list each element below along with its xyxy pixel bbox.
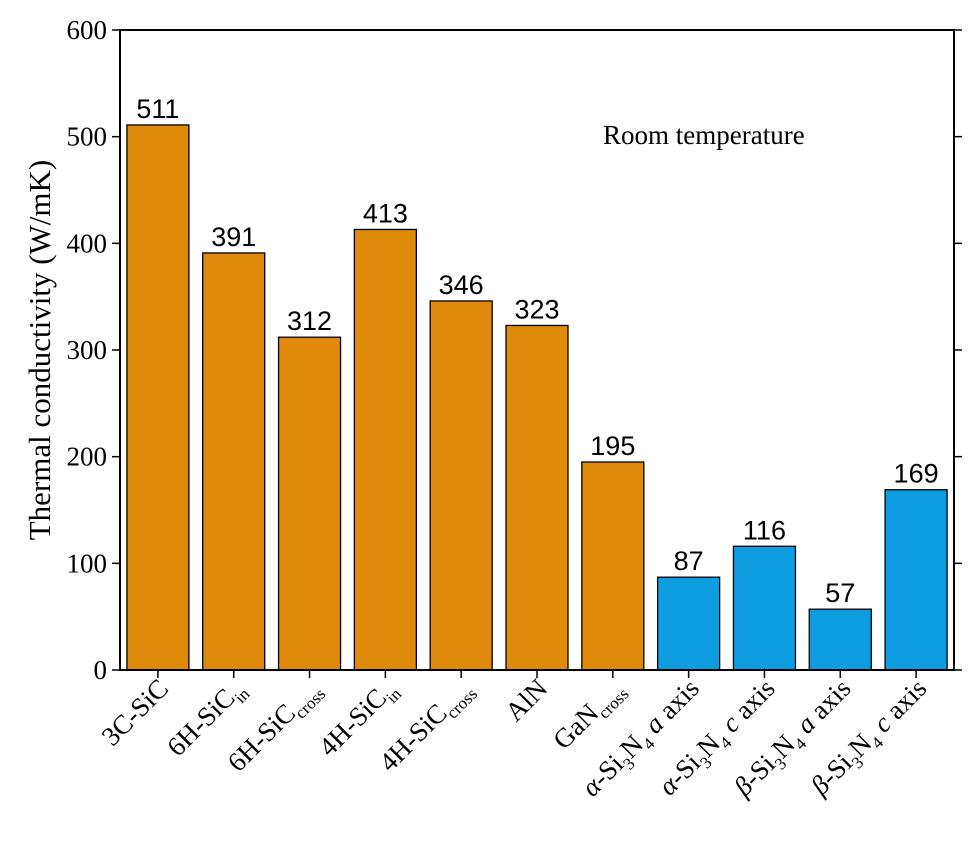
- y-tick-label-4: 400: [67, 228, 108, 258]
- y-tick-label-1: 100: [67, 548, 108, 578]
- x-axis-ticks: [157, 670, 917, 678]
- x-axis-labels: 3C-SiC6H-SiCin6H-SiCcross4H-SiCin4H-SiCc…: [96, 673, 933, 802]
- room-temperature-annotation: Room temperature: [603, 120, 805, 150]
- y-axis-ticks: 0 100 200 300 400 500 600: [67, 15, 962, 685]
- bar-10: [884, 489, 948, 671]
- bar-7: [656, 576, 721, 671]
- bar-5: [505, 324, 569, 671]
- y-tick-label-5: 500: [67, 122, 108, 152]
- value-label-2: 312: [287, 306, 332, 336]
- bar-4: [429, 300, 493, 671]
- value-label-1: 391: [211, 222, 256, 252]
- bar-2: [277, 336, 342, 671]
- bar-9: [808, 608, 872, 671]
- value-label-0: 511: [136, 94, 179, 124]
- y-axis-title: Thermal conductivity (W/mK): [22, 160, 57, 541]
- value-label-4: 346: [439, 270, 484, 300]
- bar-1: [202, 252, 266, 671]
- bar-0: [126, 124, 190, 671]
- value-label-7: 87: [674, 546, 704, 576]
- value-label-8: 116: [743, 515, 786, 545]
- y-tick-label-3: 300: [67, 335, 108, 365]
- bars-layer: [126, 124, 948, 671]
- y-tick-label-0: 0: [94, 655, 108, 685]
- value-labels-layer: 511 391 312 413 346 323 195 87 116 57 169: [136, 94, 938, 608]
- bar-3: [353, 228, 418, 671]
- value-label-5: 323: [514, 294, 559, 324]
- y-tick-label-2: 200: [67, 442, 108, 472]
- y-tick-label-6: 600: [67, 15, 108, 45]
- bar-6: [581, 461, 645, 671]
- bar-8: [732, 545, 797, 671]
- value-label-9: 57: [825, 578, 855, 608]
- value-label-3: 413: [363, 198, 408, 228]
- category-label-5: AlN: [499, 673, 553, 727]
- value-label-6: 195: [590, 431, 635, 461]
- value-label-10: 169: [894, 459, 939, 489]
